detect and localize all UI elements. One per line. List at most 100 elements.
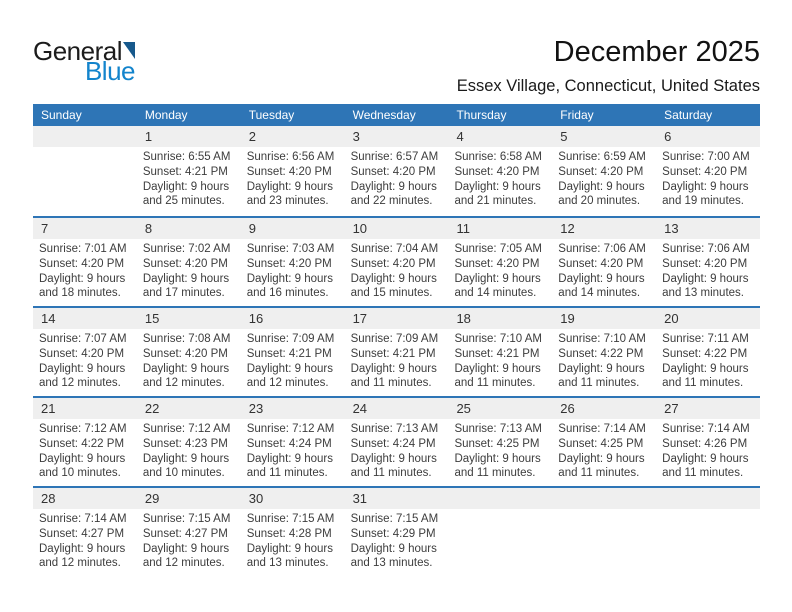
sun-info-line: Daylight: 9 hours — [350, 272, 437, 285]
calendar-empty-cell — [552, 488, 657, 576]
calendar-day-cell: 11 Sunrise: 7:05 AM Sunset: 4:20 PM Dayligh… — [448, 218, 553, 306]
sun-info-line: and 11 minutes. — [350, 467, 432, 480]
sun-info-line: Sunrise: 7:14 AM — [39, 513, 127, 525]
date-band: 20 — [656, 308, 761, 329]
sun-info-line: Sunrise: 6:59 AM — [558, 151, 646, 163]
sun-info-line: Daylight: 9 hours — [350, 452, 437, 465]
sun-info-line: and 11 minutes. — [246, 467, 328, 480]
sun-info-line: and 11 minutes. — [558, 467, 640, 480]
weekday-sunday: Sunday — [41, 108, 82, 122]
logo-text-general: General — [33, 36, 123, 66]
sun-times-info: Sunrise: 7:05 AM Sunset: 4:20 PM Daylight:… — [448, 239, 552, 301]
date-number: 17 — [352, 311, 368, 326]
sun-info-line: Sunset: 4:20 PM — [662, 165, 748, 178]
sun-info-line: Daylight: 9 hours — [558, 452, 645, 465]
sun-info-line: Daylight: 9 hours — [662, 452, 749, 465]
sun-info-line: Sunrise: 7:08 AM — [142, 333, 231, 345]
sun-times-info: Sunrise: 6:58 AM Sunset: 4:20 PM Daylight:… — [448, 147, 552, 209]
sun-times-info: Sunrise: 7:12 AM Sunset: 4:23 PM Daylight:… — [137, 419, 241, 481]
sun-info-line: Sunset: 4:25 PM — [558, 437, 644, 450]
sun-times-info: Sunrise: 7:03 AM Sunset: 4:20 PM Daylight:… — [241, 239, 345, 301]
sun-info-line: Daylight: 9 hours — [454, 272, 541, 285]
date-number: 15 — [144, 311, 160, 326]
calendar-day-cell: 1 Sunrise: 6:55 AM Sunset: 4:21 PM Daylight… — [136, 126, 241, 216]
date-band: 10 — [344, 218, 449, 239]
calendar-empty-cell — [33, 126, 137, 216]
sun-info-line: Sunrise: 7:14 AM — [558, 423, 646, 435]
calendar-day-cell: 16 Sunrise: 7:09 AM Sunset: 4:21 PM Dayligh… — [240, 308, 345, 396]
sun-times-info: Sunrise: 7:13 AM Sunset: 4:25 PM Daylight:… — [448, 419, 552, 481]
sun-info-line: Sunset: 4:21 PM — [350, 347, 436, 360]
sun-info-line: Sunset: 4:22 PM — [662, 347, 748, 360]
date-band: 22 — [136, 398, 241, 419]
sun-info-line: Sunrise: 7:01 AM — [39, 243, 127, 255]
calendar-table: Sunday Monday Tuesday Wednesday Thursday… — [33, 104, 761, 576]
sun-times-info: Sunrise: 7:11 AM Sunset: 4:22 PM Daylight:… — [656, 329, 760, 391]
calendar-empty-cell — [656, 488, 761, 576]
calendar-day-cell: 13 Sunrise: 7:06 AM Sunset: 4:20 PM Dayligh… — [656, 218, 761, 306]
date-number: 4 — [456, 129, 464, 144]
sun-info-line: and 11 minutes. — [454, 377, 536, 390]
week-row: 28 Sunrise: 7:14 AM Sunset: 4:27 PM Dayligh… — [33, 486, 761, 576]
date-number: 8 — [144, 221, 153, 236]
sun-info-line: Daylight: 9 hours — [39, 362, 126, 375]
sun-info-line: Sunset: 4:24 PM — [246, 437, 332, 450]
date-number: 3 — [352, 129, 360, 144]
date-band: 1 — [136, 126, 241, 147]
date-number: 2 — [248, 129, 256, 144]
calendar-day-cell: 30 Sunrise: 7:15 AM Sunset: 4:28 PM Dayligh… — [240, 488, 345, 576]
sun-info-line: Sunset: 4:22 PM — [558, 347, 644, 360]
sun-info-line: Daylight: 9 hours — [350, 362, 437, 375]
date-band: 31 — [344, 488, 449, 509]
sun-info-line: Sunrise: 7:15 AM — [142, 513, 231, 525]
sun-info-line: Daylight: 9 hours — [662, 362, 749, 375]
sun-times-info: Sunrise: 7:09 AM Sunset: 4:21 PM Daylight:… — [345, 329, 449, 391]
weekday-wednesday: Wednesday — [352, 108, 416, 122]
calendar-day-cell: 22 Sunrise: 7:12 AM Sunset: 4:23 PM Dayligh… — [136, 398, 241, 486]
date-number: 10 — [352, 221, 368, 236]
date-band: 2 — [240, 126, 345, 147]
sun-times-info — [552, 509, 656, 512]
sun-info-line: Sunset: 4:20 PM — [558, 257, 644, 270]
sun-info-line: Sunrise: 7:11 AM — [662, 333, 749, 345]
sun-info-line: and 17 minutes. — [142, 287, 225, 300]
sun-info-line: Sunrise: 7:13 AM — [454, 423, 543, 435]
sun-info-line: Sunset: 4:27 PM — [142, 527, 228, 540]
sun-info-line: Sunset: 4:20 PM — [246, 257, 332, 270]
sun-times-info: Sunrise: 6:59 AM Sunset: 4:20 PM Daylight:… — [552, 147, 656, 209]
sun-info-line: Sunset: 4:23 PM — [142, 437, 228, 450]
date-band: 5 — [552, 126, 657, 147]
sun-info-line: Sunset: 4:24 PM — [350, 437, 436, 450]
sun-info-line: Daylight: 9 hours — [142, 180, 230, 193]
calendar-day-cell: 9 Sunrise: 7:03 AM Sunset: 4:20 PM Daylight… — [240, 218, 345, 306]
sun-info-line: Sunrise: 7:15 AM — [350, 513, 439, 525]
sun-times-info — [33, 147, 137, 150]
weekday-monday: Monday — [144, 108, 188, 122]
sun-info-line: Daylight: 9 hours — [454, 180, 541, 193]
sun-info-line: Sunset: 4:20 PM — [350, 257, 436, 270]
sun-info-line: Sunrise: 7:09 AM — [350, 333, 439, 345]
date-band — [33, 126, 137, 147]
sun-info-line: and 11 minutes. — [662, 377, 744, 390]
date-band: 9 — [240, 218, 345, 239]
sun-info-line: Sunrise: 7:10 AM — [454, 333, 543, 345]
sun-info-line: Daylight: 9 hours — [246, 362, 334, 375]
sun-times-info: Sunrise: 7:06 AM Sunset: 4:20 PM Daylight:… — [656, 239, 760, 301]
sun-info-line: Sunrise: 6:56 AM — [246, 151, 335, 163]
date-number: 9 — [248, 221, 256, 236]
date-band: 21 — [33, 398, 137, 419]
sun-info-line: Daylight: 9 hours — [142, 362, 230, 375]
date-band: 27 — [656, 398, 761, 419]
sun-times-info: Sunrise: 7:07 AM Sunset: 4:20 PM Daylight:… — [33, 329, 137, 391]
sun-info-line: and 20 minutes. — [558, 195, 641, 208]
sun-info-line: and 10 minutes. — [142, 467, 225, 480]
calendar-day-cell: 24 Sunrise: 7:13 AM Sunset: 4:24 PM Dayligh… — [344, 398, 449, 486]
date-number: 29 — [144, 491, 160, 506]
sun-info-line: Sunset: 4:26 PM — [662, 437, 748, 450]
date-band: 11 — [448, 218, 553, 239]
calendar-day-cell: 4 Sunrise: 6:58 AM Sunset: 4:20 PM Daylight… — [448, 126, 553, 216]
calendar-day-cell: 10 Sunrise: 7:04 AM Sunset: 4:20 PM Dayligh… — [344, 218, 449, 306]
sun-times-info: Sunrise: 7:10 AM Sunset: 4:22 PM Daylight:… — [552, 329, 656, 391]
sun-info-line: Daylight: 9 hours — [662, 272, 749, 285]
